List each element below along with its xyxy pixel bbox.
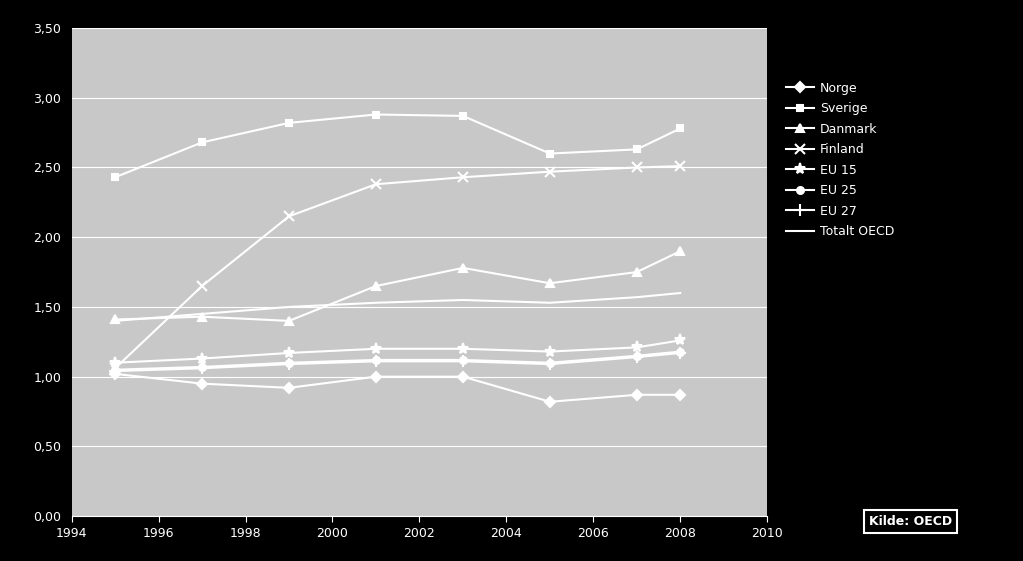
Totalt OECD — [282, 304, 295, 310]
Totalt OECD — [631, 294, 643, 301]
Line: EU 15: EU 15 — [109, 335, 685, 368]
Sverige — [369, 111, 382, 118]
EU 15 — [631, 344, 643, 351]
EU 25 — [282, 360, 295, 366]
Danmark — [282, 318, 295, 324]
Norge — [109, 370, 122, 377]
Danmark — [109, 316, 122, 323]
Legend: Norge, Sverige, Danmark, Finland, EU 15, EU 25, EU 27, Totalt OECD: Norge, Sverige, Danmark, Finland, EU 15,… — [784, 79, 897, 241]
Danmark — [196, 314, 209, 320]
Text: Kilde: OECD: Kilde: OECD — [869, 515, 952, 528]
EU 25 — [109, 366, 122, 373]
Totalt OECD — [109, 318, 122, 324]
EU 27 — [674, 350, 686, 356]
Totalt OECD — [369, 300, 382, 306]
EU 15 — [457, 346, 470, 352]
EU 15 — [544, 348, 557, 355]
EU 27 — [457, 358, 470, 365]
Finland — [544, 168, 557, 175]
Sverige — [282, 119, 295, 126]
Finland — [196, 283, 209, 289]
Line: Norge: Norge — [112, 370, 683, 405]
Finland — [674, 163, 686, 169]
Norge — [631, 392, 643, 398]
Totalt OECD — [457, 297, 470, 304]
EU 27 — [109, 367, 122, 374]
Line: Sverige: Sverige — [112, 111, 683, 181]
EU 27 — [282, 361, 295, 367]
Totalt OECD — [196, 311, 209, 318]
Danmark — [369, 283, 382, 289]
EU 15 — [282, 350, 295, 356]
Norge — [544, 398, 557, 405]
Finland — [282, 213, 295, 220]
Danmark — [544, 280, 557, 287]
EU 15 — [369, 346, 382, 352]
Danmark — [631, 269, 643, 275]
Finland — [457, 174, 470, 181]
Sverige — [674, 125, 686, 132]
Danmark — [674, 248, 686, 255]
Line: Finland: Finland — [110, 161, 685, 373]
Line: Totalt OECD: Totalt OECD — [116, 293, 680, 321]
Sverige — [544, 150, 557, 157]
EU 15 — [674, 337, 686, 344]
Norge — [674, 392, 686, 398]
Sverige — [196, 139, 209, 146]
Danmark — [457, 265, 470, 272]
Finland — [109, 365, 122, 372]
Sverige — [457, 113, 470, 119]
Totalt OECD — [674, 289, 686, 296]
Line: Danmark: Danmark — [110, 247, 684, 325]
Norge — [196, 380, 209, 387]
Line: EU 27: EU 27 — [109, 347, 685, 376]
EU 27 — [369, 358, 382, 365]
EU 25 — [631, 352, 643, 359]
EU 15 — [196, 355, 209, 362]
EU 25 — [544, 360, 557, 366]
Sverige — [631, 146, 643, 153]
Line: EU 25: EU 25 — [112, 348, 683, 373]
EU 27 — [196, 365, 209, 372]
EU 25 — [457, 357, 470, 364]
Totalt OECD — [544, 300, 557, 306]
Norge — [369, 373, 382, 380]
Norge — [457, 373, 470, 380]
EU 27 — [631, 354, 643, 361]
EU 25 — [196, 364, 209, 370]
Finland — [369, 181, 382, 187]
EU 15 — [109, 360, 122, 366]
Sverige — [109, 174, 122, 181]
EU 25 — [674, 348, 686, 355]
Finland — [631, 164, 643, 171]
Norge — [282, 384, 295, 391]
EU 25 — [369, 357, 382, 364]
EU 27 — [544, 361, 557, 367]
